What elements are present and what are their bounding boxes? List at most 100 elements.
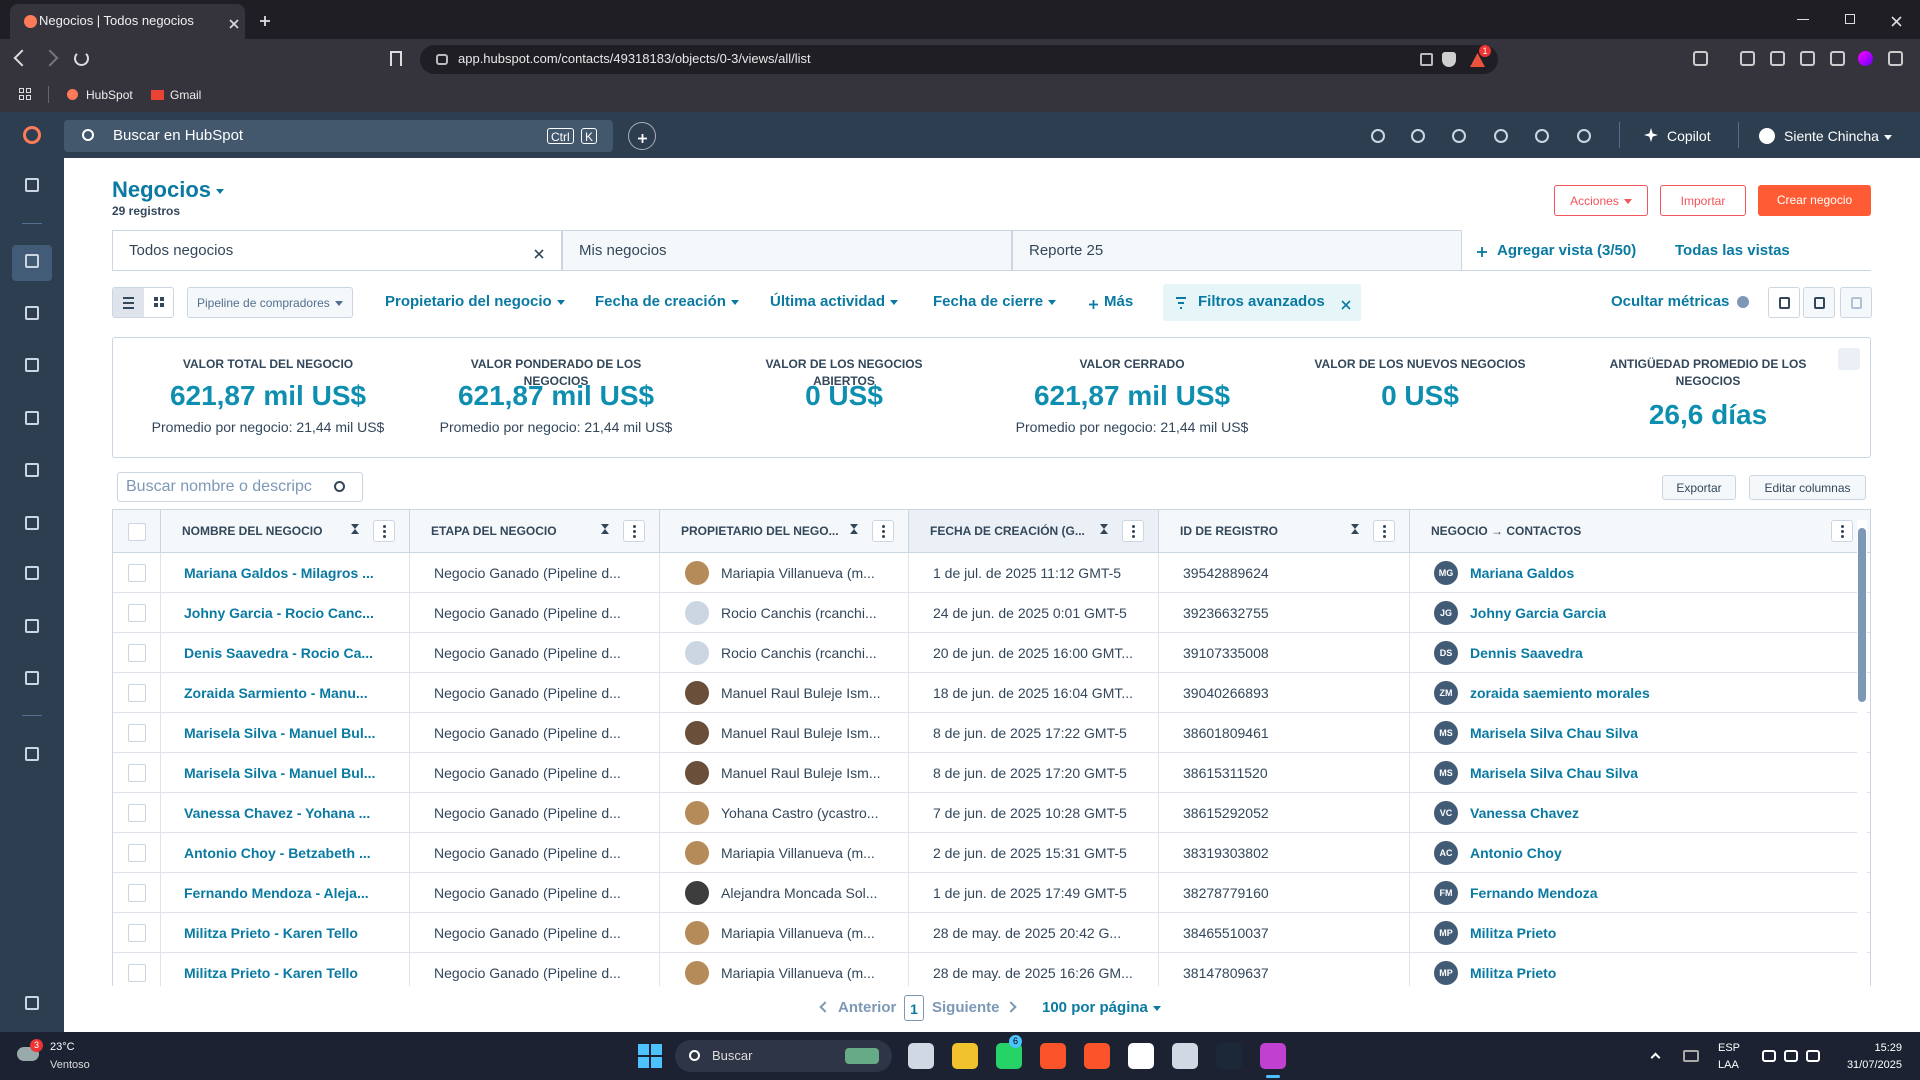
row-checkbox[interactable]	[128, 684, 146, 702]
plus-icon[interactable]	[259, 14, 271, 26]
toolbar-icon[interactable]	[1830, 51, 1845, 66]
view-toggle[interactable]	[112, 287, 174, 318]
contact-name[interactable]: Dennis Saavedra	[1470, 645, 1583, 661]
deal-name[interactable]: Militza Prieto - Karen Tello	[184, 965, 358, 981]
edit-columns-button[interactable]: Editar columnas	[1749, 474, 1866, 500]
import-button[interactable]: Importar	[1660, 184, 1746, 216]
previous-page[interactable]: Anterior	[838, 999, 897, 1016]
plus-icon[interactable]	[1476, 245, 1488, 257]
contact-name[interactable]: Antonio Choy	[1470, 845, 1562, 861]
close-icon[interactable]	[1341, 297, 1351, 310]
column-header[interactable]: FECHA DE CREACIÓN (G...	[930, 524, 1085, 538]
close-icon[interactable]	[534, 246, 544, 259]
filter[interactable]: Fecha de creación	[595, 292, 739, 312]
row-checkbox[interactable]	[128, 804, 146, 822]
column-menu[interactable]	[1373, 520, 1395, 542]
taskbar-app[interactable]	[952, 1043, 978, 1069]
toolbar-button[interactable]	[1803, 287, 1835, 318]
sidebar-icon[interactable]	[25, 516, 39, 530]
deal-name[interactable]: Marisela Silva - Manuel Bul...	[184, 765, 376, 781]
page-title[interactable]: Negocios	[112, 176, 225, 204]
share[interactable]	[1420, 53, 1433, 66]
row-checkbox[interactable]	[128, 604, 146, 622]
contact-name[interactable]: Mariana Galdos	[1470, 565, 1575, 581]
taskbar-app[interactable]	[908, 1043, 934, 1069]
row-checkbox[interactable]	[128, 964, 146, 982]
column-header[interactable]: PROPIETARIO DEL NEGO...	[681, 524, 839, 538]
contact-name[interactable]: Vanessa Chavez	[1470, 805, 1579, 821]
filter[interactable]: Propietario del negocio	[385, 292, 565, 312]
nav-icon[interactable]	[1577, 129, 1591, 143]
start-button[interactable]	[638, 1044, 662, 1068]
plus-icon[interactable]	[1088, 297, 1099, 309]
plus-icon[interactable]	[637, 131, 648, 143]
create-deal-button[interactable]: Crear negocio	[1758, 184, 1871, 216]
contact-name[interactable]: zoraida saemiento morales	[1470, 685, 1650, 701]
sort-icon[interactable]	[850, 524, 858, 534]
toolbar-button[interactable]	[1768, 287, 1800, 318]
more-filters[interactable]: Más	[1104, 293, 1134, 310]
column-header[interactable]: NOMBRE DEL NEGOCIO	[182, 524, 323, 538]
deal-name[interactable]: Zoraida Sarmiento - Manu...	[184, 685, 368, 701]
taskbar-app[interactable]	[1128, 1043, 1154, 1069]
sort-icon[interactable]	[1351, 524, 1359, 534]
bookmark-page[interactable]	[390, 51, 402, 66]
nav-icon[interactable]	[1535, 129, 1549, 143]
language[interactable]: ESP	[1718, 1042, 1741, 1054]
toolbar-icon[interactable]	[1800, 51, 1815, 66]
contact-name[interactable]: Militza Prieto	[1470, 925, 1557, 941]
current-page[interactable]: 1	[904, 995, 924, 1021]
toolbar-icon[interactable]	[1693, 51, 1708, 66]
advanced-filters[interactable]: Filtros avanzados	[1163, 284, 1361, 321]
bookmark[interactable]: HubSpot	[86, 88, 133, 102]
taskbar-app[interactable]	[1260, 1043, 1286, 1069]
brave-shields[interactable]	[1442, 52, 1456, 67]
sidebar-icon[interactable]	[25, 358, 39, 372]
toolbar-button[interactable]	[1840, 287, 1872, 318]
tray-icon[interactable]	[1784, 1050, 1798, 1062]
metrics-settings[interactable]	[1838, 348, 1860, 370]
tray-icon[interactable]	[1683, 1050, 1699, 1062]
reload[interactable]	[74, 51, 89, 66]
nav-icon[interactable]	[1452, 129, 1466, 143]
toolbar-icon[interactable]	[1858, 51, 1873, 66]
close-icon[interactable]	[1891, 14, 1902, 27]
contact-name[interactable]: Marisela Silva Chau Silva	[1470, 725, 1639, 741]
filter[interactable]: Última actividad	[770, 292, 899, 312]
sort-icon[interactable]	[351, 524, 359, 534]
maximize[interactable]	[1845, 14, 1855, 24]
sidebar-icon[interactable]	[25, 996, 39, 1010]
clock-time[interactable]: 15:29	[1874, 1042, 1902, 1054]
row-checkbox[interactable]	[128, 924, 146, 942]
column-menu[interactable]	[1831, 520, 1853, 542]
column-header[interactable]: ETAPA DEL NEGOCIO	[431, 524, 557, 538]
actions-button[interactable]: Acciones	[1554, 184, 1648, 216]
url-bar[interactable]: app.hubspot.com/contacts/49318183/object…	[420, 45, 1498, 74]
contact-name[interactable]: Johny Garcia Garcia	[1470, 605, 1607, 621]
pipeline-select[interactable]: Pipeline de compradores	[187, 286, 353, 318]
taskbar-app[interactable]	[1084, 1043, 1110, 1069]
all-views[interactable]: Todas las vistas	[1675, 242, 1790, 259]
column-header[interactable]: ID DE REGISTRO	[1180, 524, 1279, 538]
next-page[interactable]: Siguiente	[932, 999, 1000, 1016]
row-checkbox[interactable]	[128, 764, 146, 782]
row-checkbox[interactable]	[128, 724, 146, 742]
sidebar-icon[interactable]	[25, 254, 39, 268]
taskbar-app[interactable]	[1040, 1043, 1066, 1069]
global-search[interactable]: Buscar en HubSpot Ctrl K	[64, 120, 613, 152]
tray-icon[interactable]	[1762, 1050, 1776, 1062]
column-menu[interactable]	[1122, 520, 1144, 542]
select-all[interactable]	[128, 523, 146, 541]
deal-name[interactable]: Johny Garcia - Rocio Canc...	[184, 605, 374, 621]
contact-name[interactable]: Fernando Mendoza	[1470, 885, 1598, 901]
deal-name[interactable]: Fernando Mendoza - Aleja...	[184, 885, 369, 901]
row-checkbox[interactable]	[128, 564, 146, 582]
row-checkbox[interactable]	[128, 844, 146, 862]
sidebar-icon[interactable]	[25, 463, 39, 477]
sidebar-icon[interactable]	[25, 619, 39, 633]
keyboard-layout[interactable]: LAA	[1718, 1059, 1739, 1071]
deal-name[interactable]: Militza Prieto - Karen Tello	[184, 925, 358, 941]
hubspot-logo[interactable]	[23, 126, 41, 144]
bookmark[interactable]: Gmail	[170, 88, 202, 102]
deal-name[interactable]: Marisela Silva - Manuel Bul...	[184, 725, 376, 741]
